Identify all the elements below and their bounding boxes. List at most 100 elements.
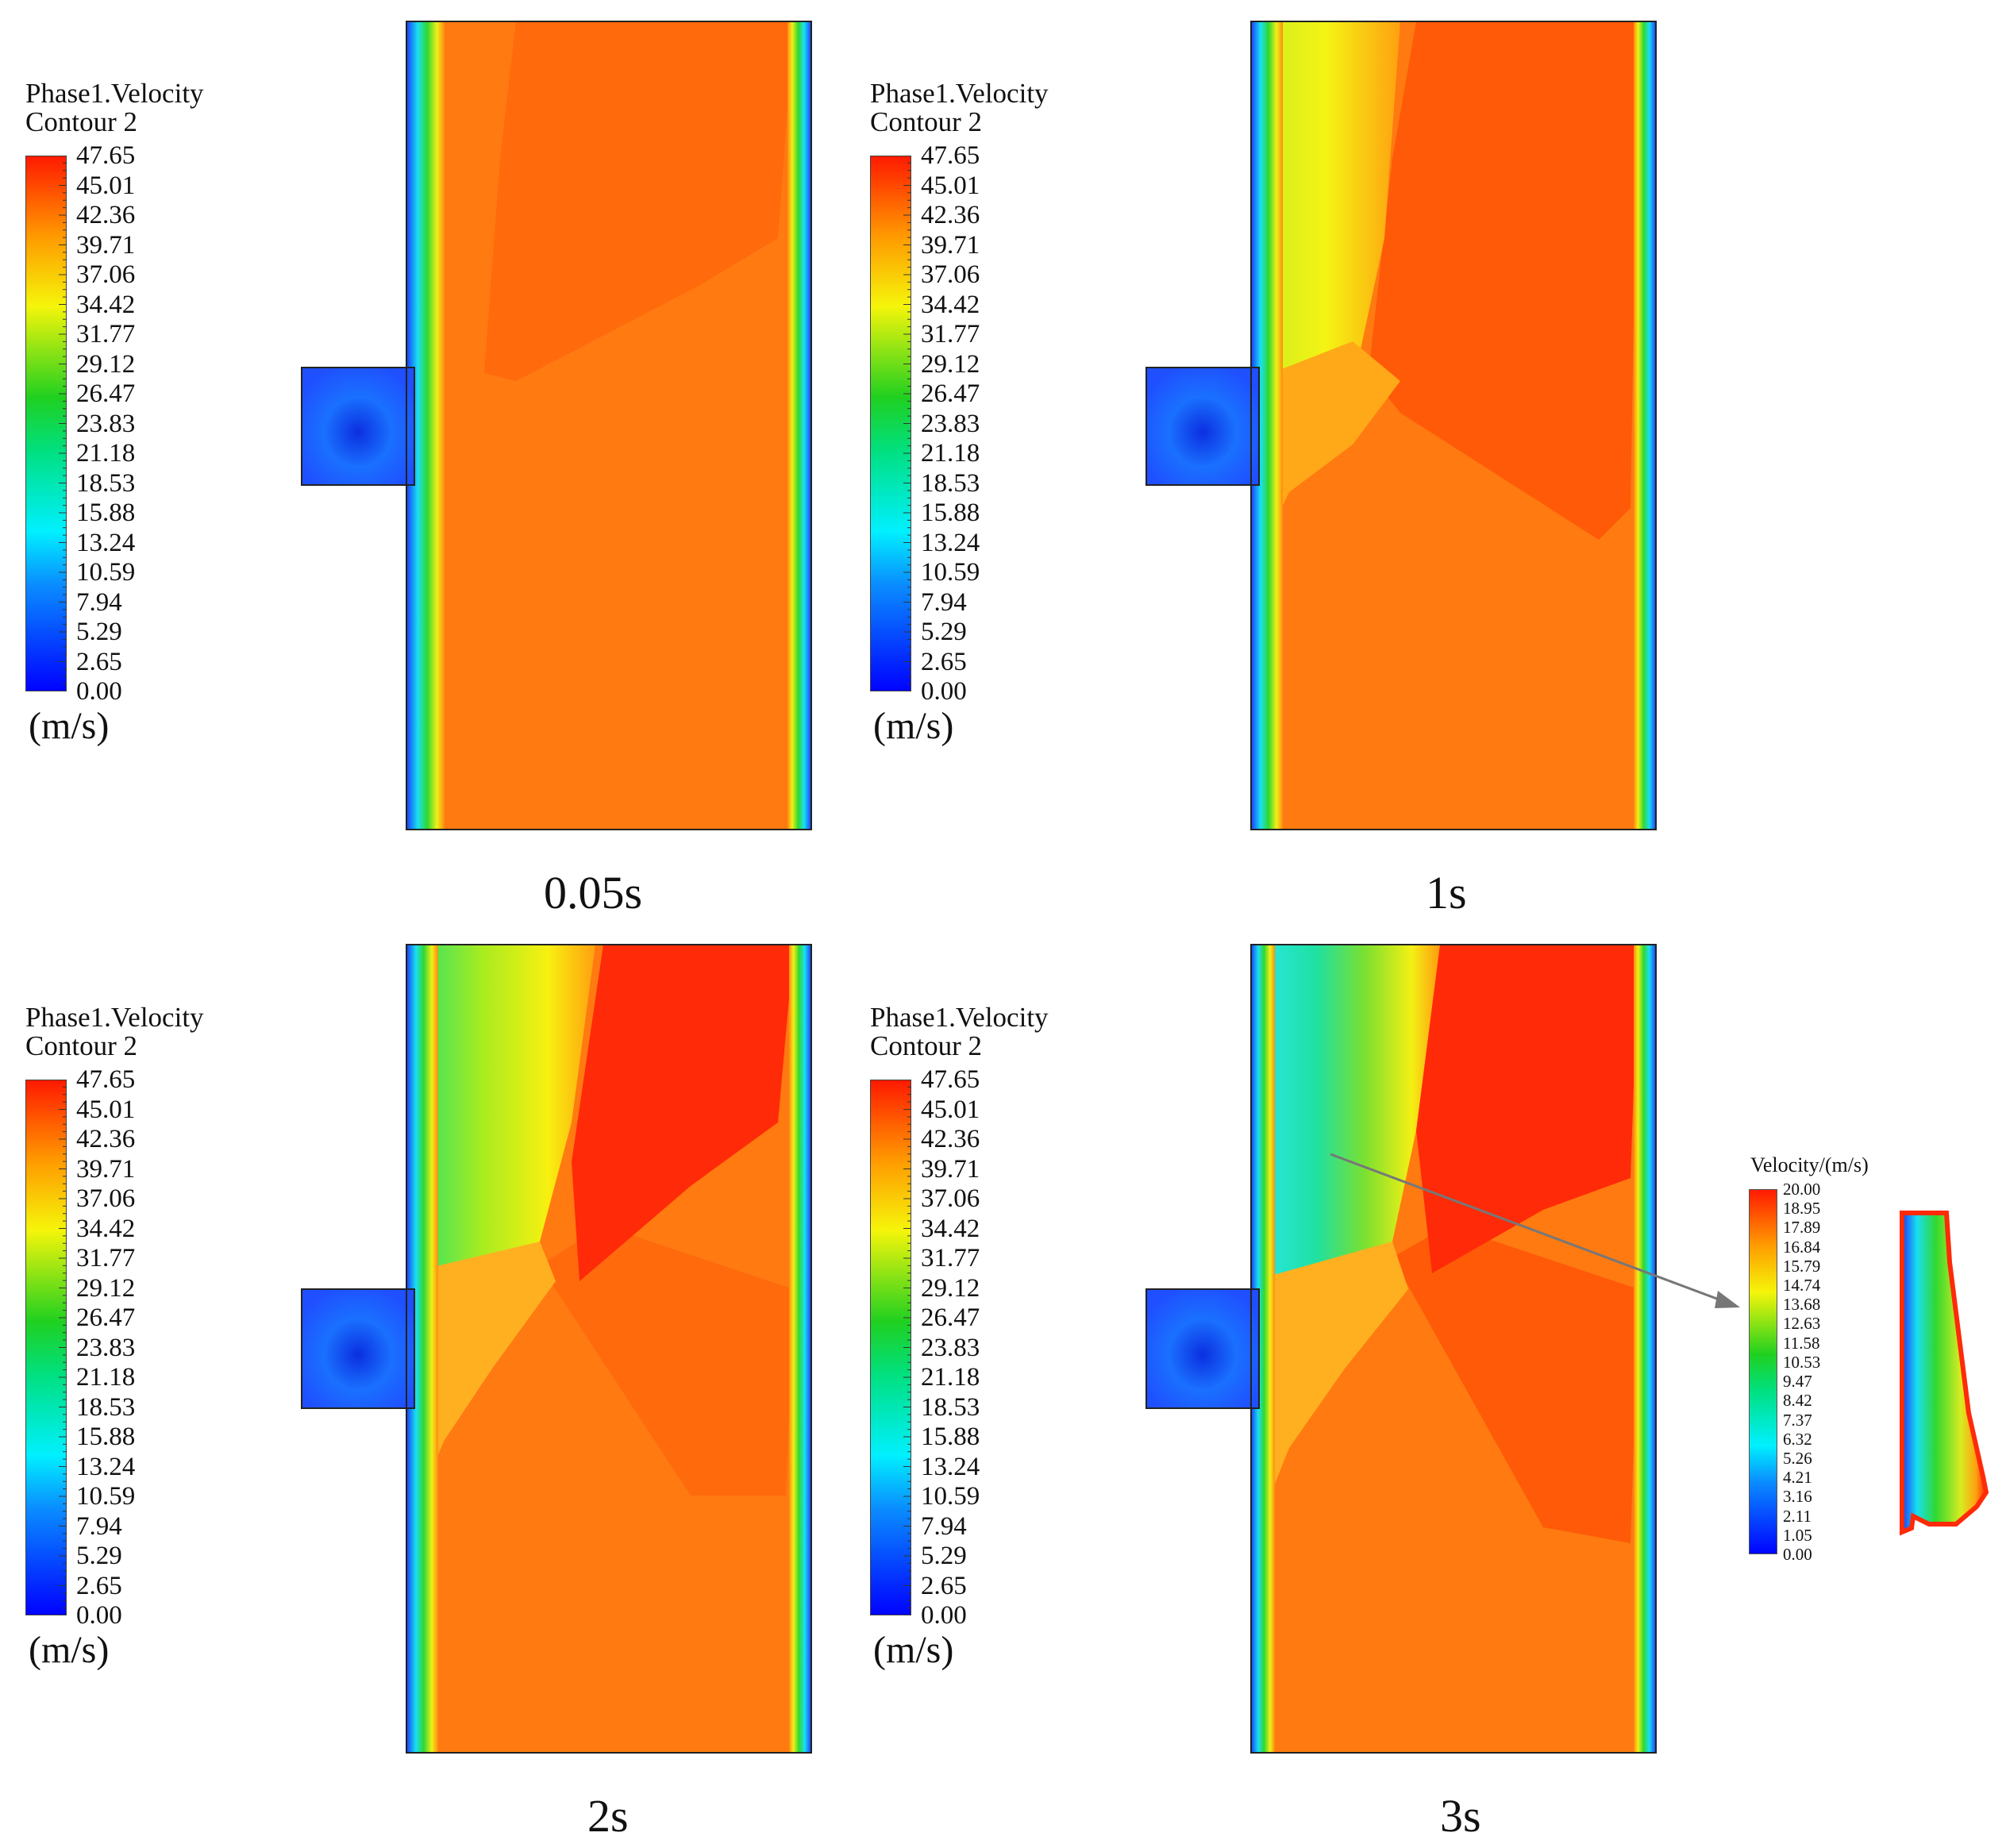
- jet-core-region: [1251, 21, 1400, 413]
- legend-tick-label: 39.71: [921, 230, 980, 260]
- legend-tick-label: 37.06: [921, 260, 980, 289]
- legend-tick-label: 31.77: [76, 320, 136, 348]
- legend-tick-label: 7.94: [76, 587, 122, 617]
- legend-unit: (m/s): [873, 705, 954, 747]
- inset-tick-label: 13.68: [1783, 1295, 1821, 1315]
- domain-outline: [406, 21, 812, 830]
- legend-tick-label: 45.01: [921, 171, 980, 200]
- legend-tick-label: 26.47: [921, 1303, 980, 1332]
- legend-unit: (m/s): [873, 1629, 954, 1671]
- inlet-box: [1145, 367, 1260, 486]
- panel-0-05s: Phase1.Velocity Contour 2 47.65 45.01 42.3…: [0, 0, 1003, 924]
- legend-tick-label: 31.77: [921, 1244, 980, 1272]
- inset-tick-label: 17.89: [1783, 1218, 1821, 1238]
- legend-title-line1: Phase1.Velocity: [25, 78, 204, 109]
- legend-color-bar: [870, 1080, 911, 1615]
- legend-tick-marks: [59, 156, 67, 691]
- peak-velocity-region: [572, 945, 794, 1281]
- legend-tick-label: 15.88: [76, 499, 136, 527]
- velocity-contour-plot: [1145, 944, 1740, 1754]
- inset-tick-label: 16.84: [1783, 1237, 1821, 1257]
- domain-outline: [1250, 944, 1657, 1754]
- legend-title: Phase1.Velocity Contour 2: [25, 1003, 204, 1061]
- legend-tick-label: 21.18: [76, 439, 136, 468]
- inset-tick-label: 3.16: [1783, 1487, 1812, 1507]
- legend-tick-label: 29.12: [921, 349, 980, 379]
- right-wall-boundary-layer: [1634, 21, 1656, 830]
- inset-tick-label: 6.32: [1783, 1429, 1812, 1449]
- legend-tick-label: 26.47: [921, 379, 980, 408]
- legend-color-bar: [25, 156, 67, 691]
- legend-title-line2: Contour 2: [25, 106, 137, 137]
- legend-title-line2: Contour 2: [25, 1030, 137, 1061]
- color-legend: Phase1.Velocity Contour 2 47.65 45.01 42.3…: [25, 79, 264, 762]
- inset-tick-label: 15.79: [1783, 1256, 1821, 1276]
- inset-tick-label: 11.58: [1783, 1333, 1820, 1353]
- legend-tick-label: 34.42: [76, 1214, 136, 1243]
- legend-tick-label: 42.36: [921, 201, 980, 229]
- inset-tick-label: 18.95: [1783, 1199, 1821, 1219]
- inset-tick-label: 12.63: [1783, 1314, 1821, 1334]
- zoom-arrow-line: [1330, 1153, 1735, 1307]
- legend-tick-label: 18.53: [921, 1392, 980, 1422]
- legend-tick-label: 47.65: [921, 1065, 980, 1094]
- legend-tick-label: 0.00: [76, 1601, 122, 1630]
- legend-tick-label: 15.88: [921, 499, 980, 527]
- inset-tick-label: 7.37: [1783, 1410, 1812, 1430]
- legend-title-line1: Phase1.Velocity: [25, 1002, 204, 1033]
- legend-tick-label: 26.47: [76, 1303, 136, 1332]
- legend-tick-label: 2.65: [76, 647, 122, 676]
- legend-title-line1: Phase1.Velocity: [870, 78, 1049, 109]
- legend-tick-label: 42.36: [76, 201, 136, 229]
- legend-tick-label: 7.94: [921, 1511, 967, 1541]
- color-legend: Phase1.Velocity Contour 2 47.65 45.01 42.3…: [870, 79, 1108, 762]
- time-label: 2s: [587, 1790, 629, 1842]
- legend-tick-label: 5.29: [921, 618, 967, 646]
- legend-tick-label: 5.29: [76, 618, 122, 646]
- panel-2s: Phase1.Velocity Contour 2 47.65 45.01 42.3…: [0, 924, 1003, 1848]
- legend-tick-label: 10.59: [76, 1482, 136, 1511]
- legend-tick-label: 34.42: [921, 290, 980, 319]
- legend-tick-label: 31.77: [921, 320, 980, 348]
- legend-tick-label: 23.83: [921, 1333, 980, 1362]
- legend-tick-label: 0.00: [76, 677, 122, 706]
- legend-tick-label: 23.83: [921, 409, 980, 438]
- legend-tick-label: 29.12: [76, 349, 136, 379]
- inset-tick-label: 1.05: [1783, 1525, 1812, 1545]
- legend-tick-label: 13.24: [76, 1452, 136, 1481]
- high-velocity-region: [484, 21, 794, 381]
- inset-tick-label: 10.53: [1783, 1352, 1821, 1372]
- legend-title-line1: Phase1.Velocity: [870, 1002, 1049, 1033]
- legend-labels: 47.65 45.01 42.36 39.71 37.06 34.42 31.77 29.12…: [76, 1066, 195, 1629]
- legend-tick-label: 37.06: [76, 1184, 136, 1213]
- right-wall-boundary-layer: [787, 21, 811, 830]
- legend-tick-label: 45.01: [76, 1095, 136, 1124]
- legend-tick-label: 39.71: [76, 1154, 136, 1184]
- legend-title: Phase1.Velocity Contour 2: [25, 79, 204, 137]
- velocity-contour-plot: [301, 21, 812, 830]
- legend-tick-label: 10.59: [921, 558, 980, 587]
- time-label: 1s: [1426, 867, 1467, 918]
- time-label: 0.05s: [544, 867, 643, 918]
- inlet-box: [301, 1288, 415, 1409]
- legend-tick-label: 34.42: [921, 1214, 980, 1243]
- legend-tick-label: 13.24: [921, 1452, 980, 1481]
- inset-legend-title: Velocity/(m/s): [1750, 1153, 1869, 1176]
- inset-tick-label: 8.42: [1783, 1391, 1812, 1411]
- legend-tick-label: 15.88: [76, 1423, 136, 1451]
- legend-tick-label: 15.88: [921, 1423, 980, 1451]
- legend-tick-label: 39.71: [921, 1154, 980, 1184]
- panel-3s: Phase1.Velocity Contour 2 47.65 45.01 42.3…: [845, 924, 1847, 1848]
- legend-tick-marks: [903, 156, 911, 691]
- legend-tick-label: 39.71: [76, 230, 136, 260]
- inlet-box: [1145, 1288, 1260, 1409]
- legend-tick-label: 21.18: [921, 1363, 980, 1392]
- velocity-contour-plot: [1145, 21, 1657, 830]
- legend-tick-label: 42.36: [76, 1125, 136, 1153]
- legend-tick-label: 37.06: [921, 1184, 980, 1213]
- legend-tick-label: 5.29: [76, 1542, 122, 1570]
- legend-title: Phase1.Velocity Contour 2: [870, 79, 1049, 137]
- legend-tick-marks: [903, 1080, 911, 1615]
- jet-core-region: [406, 945, 595, 1297]
- legend-tick-label: 18.53: [76, 468, 136, 498]
